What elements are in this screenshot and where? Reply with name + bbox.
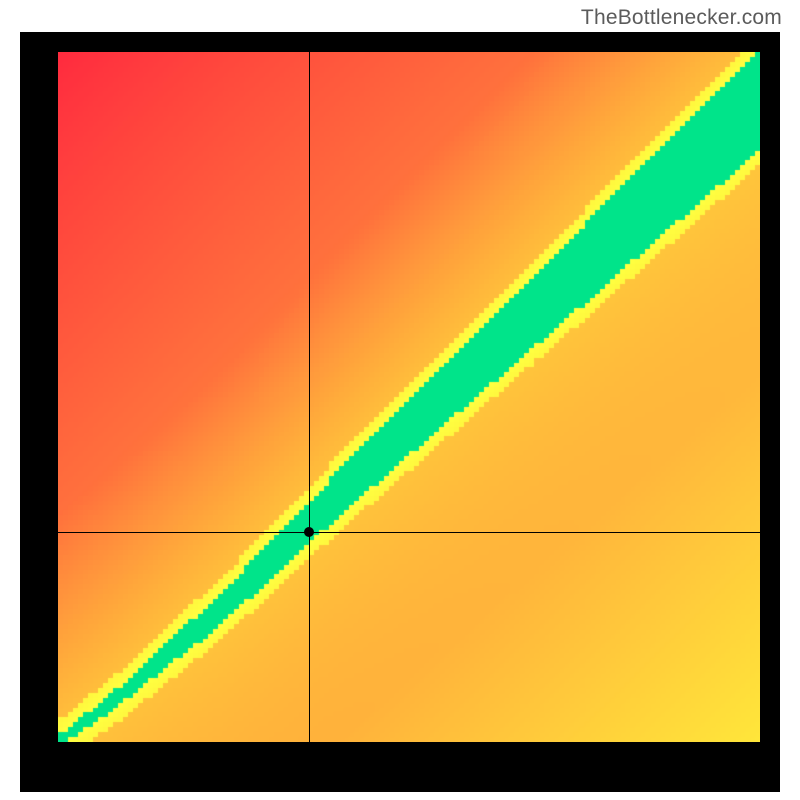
heatmap-canvas bbox=[58, 52, 760, 742]
crosshair-horizontal bbox=[58, 532, 760, 533]
chart-frame bbox=[20, 32, 780, 792]
heatmap-plot bbox=[58, 52, 760, 742]
crosshair-marker bbox=[304, 527, 314, 537]
page-container: TheBottlenecker.com bbox=[0, 0, 800, 800]
crosshair-vertical bbox=[309, 52, 310, 742]
attribution-text: TheBottlenecker.com bbox=[581, 6, 782, 30]
